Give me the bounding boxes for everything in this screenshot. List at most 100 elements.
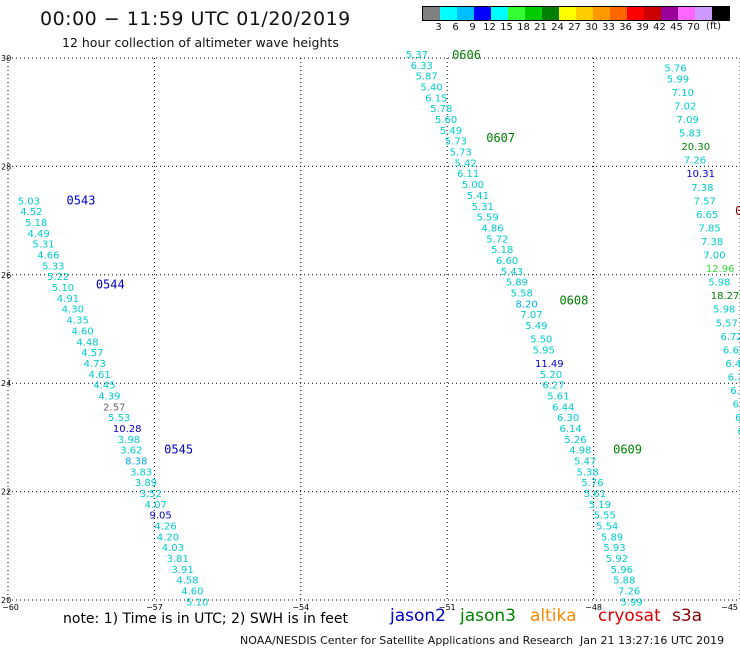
wave-height-point: 5.73 <box>445 137 467 148</box>
legend-label: 21 <box>534 22 547 33</box>
wave-height-point: 5.42 <box>455 158 477 169</box>
wave-height-point: 6. <box>733 400 740 411</box>
legend-swatch <box>695 7 712 20</box>
y-tick-label: 26 <box>1 271 11 280</box>
wave-height-point: 11.49 <box>535 359 564 370</box>
wave-height-point: 5.31 <box>472 202 494 213</box>
wave-height-point: 5.58 <box>511 288 533 299</box>
wave-height-point: 4.60 <box>181 587 203 598</box>
wave-height-point: 4.60 <box>71 326 93 337</box>
wave-height-point: 6. <box>730 386 740 397</box>
wave-height-point: 4.57 <box>81 348 103 359</box>
wave-height-point: 6.3 <box>728 372 740 383</box>
page-subtitle: 12 hour collection of altimeter wave hei… <box>62 35 339 50</box>
page-title: 00:00 − 11:59 UTC 01/20/2019 <box>40 8 351 30</box>
y-tick-label: 28 <box>1 162 11 171</box>
wave-height-point: 5.49 <box>525 321 547 332</box>
wave-height-point: 3.83 <box>130 467 152 478</box>
satellite-label-jason3: jason3 <box>460 606 516 626</box>
y-tick-label: 30 <box>1 54 11 63</box>
wave-height-point: 5.89 <box>601 532 623 543</box>
wave-height-point: 4.52 <box>20 207 42 218</box>
wave-height-point: 7.02 <box>674 101 696 112</box>
track-time-label: 06 <box>735 204 740 218</box>
wave-height-point: 5.59 <box>476 213 498 224</box>
wave-height-point: 6.65 <box>723 345 740 356</box>
wave-height-point: 18.27 <box>711 291 740 302</box>
wave-height-point: 7.10 <box>672 88 694 99</box>
wave-height-point: 6 <box>735 413 740 424</box>
satellite-label-altika: altika <box>530 606 577 626</box>
wave-height-point: 7.57 <box>694 196 716 207</box>
legend-label: 3 <box>435 22 442 33</box>
wave-height-point: 5.60 <box>435 115 457 126</box>
legend-label: 30 <box>585 22 598 33</box>
footnote: note: 1) Time is in UTC; 2) SWH is in fe… <box>63 611 349 627</box>
tick-labels-layer: 20 22 24 26 28 30 −60 −57 −54 −51 −48 −45 <box>1 54 738 612</box>
wave-height-point: 4.30 <box>62 305 84 316</box>
wave-height-point: 3.89 <box>135 478 157 489</box>
legend-swatch <box>559 7 576 20</box>
legend-swatch <box>712 7 729 20</box>
wave-height-point: 2.57 <box>103 402 125 413</box>
y-tick-label: 22 <box>1 488 11 497</box>
wave-height-point: 5.99 <box>620 597 642 608</box>
wave-height-point: 5.55 <box>594 511 616 522</box>
wave-height-point: 4.86 <box>481 223 503 234</box>
legend-label: 27 <box>568 22 581 33</box>
credit-text: NOAA/NESDIS Center for Satellite Applica… <box>240 634 574 647</box>
wave-height-point: 4.66 <box>37 251 59 262</box>
wave-height-point: 6.4 <box>725 359 740 370</box>
track-time-label: 0608 <box>559 294 588 308</box>
wave-height-point: 6.60 <box>496 256 518 267</box>
legend-swatch <box>440 7 457 20</box>
legend-swatch <box>457 7 474 20</box>
track-time-label: 0607 <box>486 131 515 145</box>
wave-height-point: 5.38 <box>577 467 599 478</box>
wave-height-point: 5.37 <box>406 50 428 61</box>
wave-height-point: 4.26 <box>154 522 176 533</box>
wave-height-point: 5.61 <box>584 489 606 500</box>
wave-height-point: 6.27 <box>542 381 564 392</box>
wave-height-point: 5.96 <box>611 565 633 576</box>
wave-height-point: 9.05 <box>150 511 172 522</box>
wave-height-point: 20.30 <box>681 142 710 153</box>
wave-height-point: 5.18 <box>25 218 47 229</box>
legend-swatch <box>508 7 525 20</box>
legend-swatch <box>525 7 542 20</box>
wave-height-point: 5.99 <box>667 74 689 85</box>
wave-height-point: 5.03 <box>18 196 40 207</box>
wave-height-point: 7.26 <box>618 587 640 598</box>
legend-label: 18 <box>517 22 530 33</box>
x-tick-label: −57 <box>146 603 163 612</box>
legend-label: 39 <box>636 22 649 33</box>
legend-swatch <box>542 7 559 20</box>
legend-swatch <box>593 7 610 20</box>
wave-height-point: 4.91 <box>57 294 79 305</box>
wave-height-point: 5.19 <box>589 500 611 511</box>
wave-height-point: 5.53 <box>108 413 130 424</box>
legend-label: 24 <box>551 22 564 33</box>
grid-layer <box>7 57 740 601</box>
track-time-label: 0545 <box>164 443 193 457</box>
wave-height-point: 5.20 <box>540 370 562 381</box>
legend-swatch <box>576 7 593 20</box>
wave-height-point: 7.85 <box>699 223 721 234</box>
wave-height-point: 7.07 <box>520 310 542 321</box>
wave-height-point: 3.91 <box>171 565 193 576</box>
track-time-label: 0544 <box>96 277 125 291</box>
wave-height-point: 4.48 <box>76 337 98 348</box>
legend-swatch <box>661 7 678 20</box>
satellite-label-cryosat: cryosat <box>598 606 661 626</box>
legend-label: 15 <box>500 22 513 33</box>
wave-height-point: 5.72 <box>486 234 508 245</box>
wave-height-point: 3.81 <box>167 554 189 565</box>
legend-swatch <box>491 7 508 20</box>
x-tick-label: −51 <box>439 603 456 612</box>
wave-height-point: 4.49 <box>28 229 50 240</box>
wave-height-point: 5.95 <box>533 345 555 356</box>
wave-height-point: 5.92 <box>606 554 628 565</box>
satellite-label-s3a: s3a <box>672 606 703 626</box>
wave-height-point: 6.15 <box>425 93 447 104</box>
